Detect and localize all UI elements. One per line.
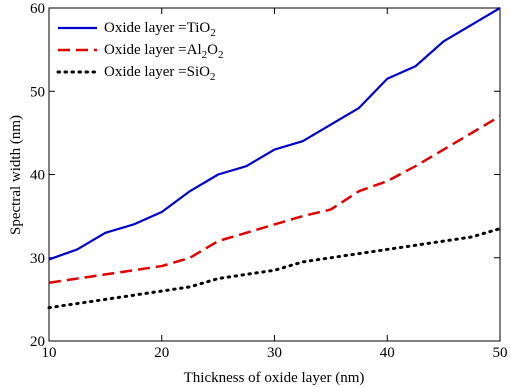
x-tick-label: 30	[267, 345, 282, 361]
x-axis-label: Thickness of oxide layer (nm)	[184, 370, 365, 386]
legend: Oxide layer =TiO2 Oxide layer =Al2O2 Oxide…	[56, 20, 223, 83]
legend-entry-0: Oxide layer =TiO2	[104, 20, 216, 39]
series-line-1	[48, 115, 501, 284]
series-line-2	[47, 227, 502, 310]
y-tick-label: 50	[30, 84, 45, 100]
x-tick-label: 40	[380, 345, 395, 361]
y-tick-label: 60	[30, 1, 45, 17]
legend-entry-1: Oxide layer =Al2O2	[104, 42, 223, 61]
x-tick-label: 50	[493, 345, 508, 361]
series-line-0	[48, 7, 501, 261]
x-tick-label: 20	[154, 345, 169, 361]
y-axis-label: Spectral width (nm)	[8, 115, 24, 235]
series-layer	[47, 7, 502, 310]
y-tick-label: 20	[30, 334, 45, 350]
x-tick-label: 10	[42, 345, 57, 361]
y-tick-label: 30	[30, 251, 45, 267]
legend-entry-2: Oxide layer =SiO2	[104, 64, 215, 83]
y-tick-label: 40	[30, 168, 45, 184]
